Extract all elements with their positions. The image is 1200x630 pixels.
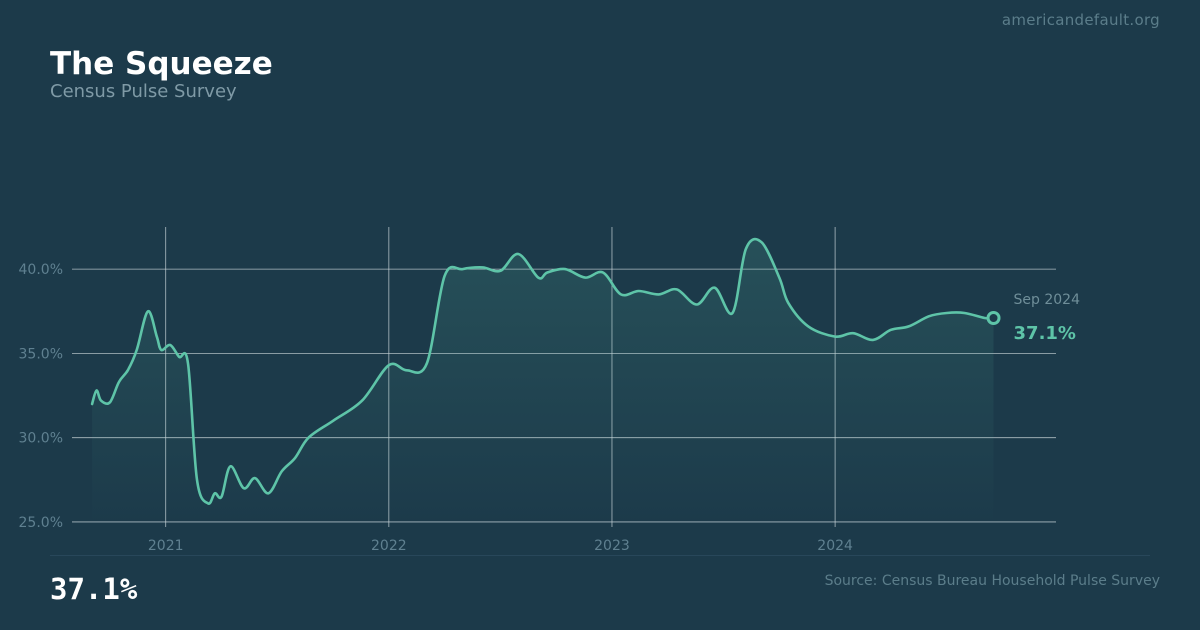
- data-point: [983, 317, 985, 319]
- data-point: [872, 339, 874, 341]
- chart-title: The Squeeze: [50, 46, 273, 82]
- axis-labels: 25.0% 30.0% 35.0% 40.0% 2021 2022 2023 2024: [19, 262, 853, 554]
- x-tick-label: 2022: [371, 538, 407, 554]
- data-point: [332, 420, 334, 422]
- series-line: [90, 237, 995, 505]
- end-date-label: Sep 2024: [1014, 292, 1081, 308]
- data-point: [109, 401, 111, 403]
- data-point: [405, 369, 407, 371]
- data-point: [426, 362, 428, 364]
- data-point: [834, 335, 836, 337]
- data-point: [361, 399, 363, 401]
- data-point: [963, 312, 965, 314]
- data-point: [118, 381, 120, 383]
- data-point: [517, 253, 519, 255]
- data-point: [731, 312, 733, 314]
- footer-divider: [50, 555, 1150, 556]
- data-point: [807, 325, 809, 327]
- data-point: [136, 349, 138, 351]
- data-point: [852, 332, 854, 334]
- series-area: [92, 239, 994, 528]
- data-point: [481, 266, 483, 268]
- data-point: [214, 492, 216, 494]
- data-point: [443, 275, 445, 277]
- data-point: [620, 293, 622, 295]
- x-tick-label: 2024: [817, 538, 853, 554]
- data-point: [890, 329, 892, 331]
- data-point: [584, 276, 586, 278]
- current-value: 37.1%: [50, 572, 138, 606]
- data-point: [658, 293, 660, 295]
- end-annotation: Sep 2024 37.1%: [986, 292, 1081, 344]
- end-value-label: 37.1%: [1014, 323, 1076, 344]
- data-point: [160, 349, 162, 351]
- data-point: [187, 362, 189, 364]
- data-point: [388, 364, 390, 366]
- data-point: [928, 315, 930, 317]
- data-point: [778, 276, 780, 278]
- data-point: [196, 479, 198, 481]
- data-point: [294, 457, 296, 459]
- x-tick-label: 2021: [148, 538, 184, 554]
- data-point: [229, 465, 231, 467]
- data-point: [127, 369, 129, 371]
- data-point: [254, 477, 256, 479]
- data-point: [564, 268, 566, 270]
- y-tick-label: 30.0%: [19, 431, 63, 447]
- data-point: [220, 495, 222, 497]
- data-point: [95, 389, 97, 391]
- data-point: [169, 344, 171, 346]
- data-point: [787, 302, 789, 304]
- data-point: [745, 248, 747, 250]
- data-point: [945, 312, 947, 314]
- data-point: [178, 356, 180, 358]
- data-point: [499, 270, 501, 272]
- data-point: [546, 271, 548, 273]
- data-point: [713, 286, 715, 288]
- data-point: [243, 487, 245, 489]
- data-point: [156, 335, 158, 337]
- series-line-group: [90, 237, 995, 505]
- y-tick-label: 40.0%: [19, 262, 63, 278]
- end-point-marker: [986, 311, 1001, 326]
- data-point: [760, 241, 762, 243]
- data-point: [675, 288, 677, 290]
- data-point: [908, 325, 910, 327]
- site-name: americandefault.org: [1001, 11, 1160, 29]
- data-point: [307, 436, 309, 438]
- data-point: [91, 403, 93, 405]
- x-tick-label: 2023: [594, 538, 630, 554]
- area-fill: [92, 239, 994, 528]
- chart-subtitle: Census Pulse Survey: [50, 81, 237, 102]
- data-point: [207, 502, 209, 504]
- data-point: [147, 310, 149, 312]
- y-tick-label: 25.0%: [19, 515, 63, 531]
- data-point: [461, 268, 463, 270]
- data-point: [267, 492, 269, 494]
- data-point: [696, 303, 698, 305]
- data-point: [281, 470, 283, 472]
- y-tick-label: 35.0%: [19, 346, 63, 362]
- data-point: [100, 399, 102, 401]
- data-point: [537, 276, 539, 278]
- source-note: Source: Census Bureau Household Pulse Su…: [824, 573, 1160, 589]
- data-point: [602, 271, 604, 273]
- data-point: [638, 290, 640, 292]
